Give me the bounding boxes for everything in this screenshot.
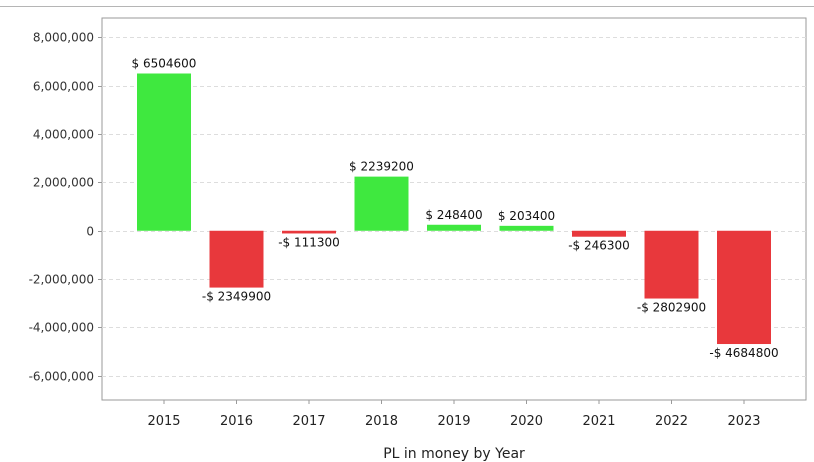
y-tick-label: 6,000,000	[33, 80, 94, 94]
data-label: -$ 246300	[568, 239, 630, 253]
y-tick-label: 0	[86, 225, 94, 239]
data-label: $ 203400	[498, 209, 555, 223]
data-label: -$ 2349900	[202, 290, 271, 304]
data-label: $ 248400	[425, 208, 482, 222]
x-tick-label: 2021	[582, 414, 615, 429]
data-label: -$ 2802900	[637, 301, 706, 315]
data-label: -$ 4684800	[709, 346, 778, 360]
plot-area	[101, 17, 807, 401]
y-tick-label: 2,000,000	[33, 176, 94, 190]
x-tick-label: 2016	[220, 414, 253, 429]
x-tick-label: 2019	[437, 414, 470, 429]
data-label: $ 6504600	[132, 56, 197, 70]
bar	[354, 176, 409, 231]
bar	[499, 225, 554, 231]
x-tick-label: 2018	[365, 414, 398, 429]
x-tick-label: 2022	[655, 414, 688, 429]
top-divider	[0, 6, 814, 7]
bar	[717, 230, 771, 345]
bar	[572, 230, 626, 237]
bar	[282, 230, 336, 234]
y-tick-label: -4,000,000	[29, 321, 94, 335]
x-tick-label: 2023	[727, 414, 760, 429]
y-tick-label: -2,000,000	[29, 273, 94, 287]
data-label: -$ 111300	[278, 235, 340, 249]
bar	[644, 230, 699, 299]
bar	[209, 230, 264, 288]
y-tick-label: -6,000,000	[29, 370, 94, 384]
x-tick-label: 2017	[292, 414, 325, 429]
bar	[137, 73, 191, 231]
data-label: $ 2239200	[349, 160, 414, 174]
y-tick-label: 4,000,000	[33, 128, 94, 142]
y-tick-label: 8,000,000	[33, 31, 94, 45]
bar	[427, 224, 481, 231]
x-axis-label: PL in money by Year	[383, 446, 525, 462]
x-tick-label: 2020	[510, 414, 543, 429]
x-tick-label: 2015	[147, 414, 180, 429]
